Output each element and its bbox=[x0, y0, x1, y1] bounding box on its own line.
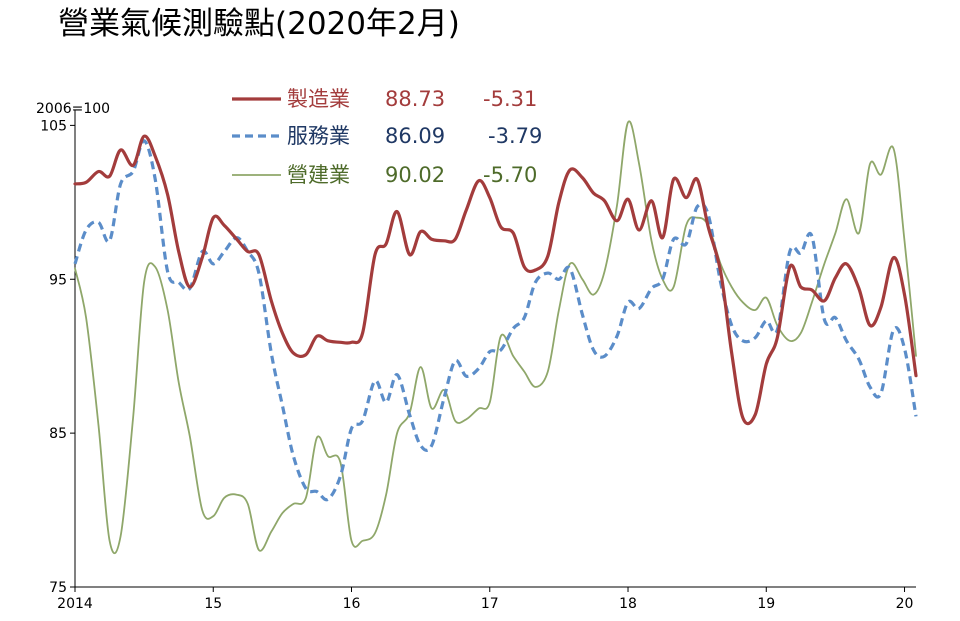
chart-title: 營業氣候測驗點(2020年2月) bbox=[58, 6, 460, 42]
legend-item-construction: 營建業 90.02 -5.70 bbox=[232, 163, 537, 187]
x-tick-label: 19 bbox=[757, 596, 775, 612]
legend-item-manufacturing: 製造業 88.73 -5.31 bbox=[232, 87, 537, 111]
legend-item-services: 服務業 86.09 -3.79 bbox=[232, 124, 542, 148]
axes bbox=[70, 110, 916, 592]
legend-change-manufacturing: -5.31 bbox=[483, 87, 537, 111]
legend-change-services: -3.79 bbox=[488, 124, 542, 148]
series-lines bbox=[73, 120, 918, 555]
y-tick-label: 75 bbox=[49, 580, 67, 596]
y-tick-labels: 105 95 85 75 bbox=[40, 118, 67, 596]
unit-label: 2006=100 bbox=[36, 101, 110, 117]
x-tick-label: 20 bbox=[896, 596, 914, 612]
legend-label-construction: 營建業 bbox=[287, 163, 350, 187]
legend-latest-manufacturing: 88.73 bbox=[385, 87, 445, 111]
x-tick-labels: 2014 15 16 17 18 19 20 bbox=[57, 596, 913, 612]
legend-change-construction: -5.70 bbox=[483, 163, 537, 187]
x-tick-label: 17 bbox=[481, 596, 499, 612]
legend-latest-construction: 90.02 bbox=[385, 163, 445, 187]
x-tick-label: 16 bbox=[343, 596, 361, 612]
series-line-manufacturing bbox=[73, 134, 918, 426]
x-tick-label: 18 bbox=[619, 596, 637, 612]
legend-label-manufacturing: 製造業 bbox=[287, 87, 350, 111]
series-line-services bbox=[73, 139, 918, 502]
legend-latest-services: 86.09 bbox=[385, 124, 445, 148]
x-tick-label: 2014 bbox=[57, 596, 93, 612]
legend: 製造業 88.73 -5.31 服務業 86.09 -3.79 營建業 90.0… bbox=[232, 87, 542, 187]
y-tick-label: 105 bbox=[40, 118, 67, 134]
y-tick-label: 95 bbox=[49, 272, 67, 288]
y-tick-label: 85 bbox=[49, 426, 67, 442]
legend-label-services: 服務業 bbox=[287, 124, 350, 148]
x-tick-label: 15 bbox=[204, 596, 222, 612]
